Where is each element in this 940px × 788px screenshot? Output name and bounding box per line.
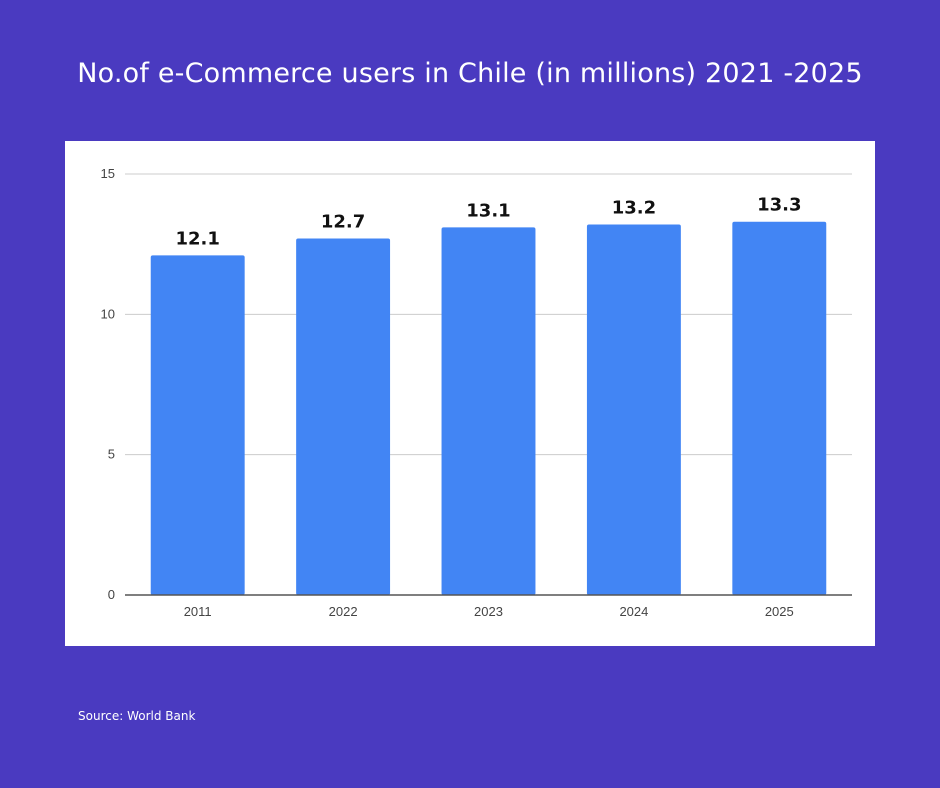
bar-value-label: 13.1 xyxy=(466,200,510,221)
bar-chart: 0 5 10 15 12.1 2011 12.7 2022 13.1 2023 13.2 2024 13… xyxy=(101,166,852,619)
bar xyxy=(296,238,391,595)
x-tick-label: 2023 xyxy=(474,604,503,619)
y-tick-label: 5 xyxy=(108,447,115,462)
x-tick-label: 2024 xyxy=(619,604,648,619)
bar-value-label: 12.7 xyxy=(321,212,365,233)
y-tick-label: 15 xyxy=(101,166,115,181)
y-tick-label: 10 xyxy=(101,306,115,321)
bar xyxy=(586,224,681,595)
chart-card: 0 5 10 15 12.1 2011 12.7 2022 13.1 2023 13.2 2024 13… xyxy=(65,141,875,646)
bar xyxy=(441,227,536,595)
source-note: Source: World Bank xyxy=(78,709,196,723)
page-title: No.of e-Commerce users in Chile (in mill… xyxy=(77,58,863,89)
bar-value-label: 13.3 xyxy=(757,195,801,216)
x-tick-label: 2022 xyxy=(329,604,358,619)
bar xyxy=(732,221,827,596)
bar xyxy=(150,255,245,595)
bar-value-label: 12.1 xyxy=(175,228,219,249)
bar-value-label: 13.2 xyxy=(612,198,656,219)
x-tick-label: 2011 xyxy=(184,604,212,619)
x-tick-label: 2025 xyxy=(765,604,794,619)
y-tick-label: 0 xyxy=(108,587,115,602)
